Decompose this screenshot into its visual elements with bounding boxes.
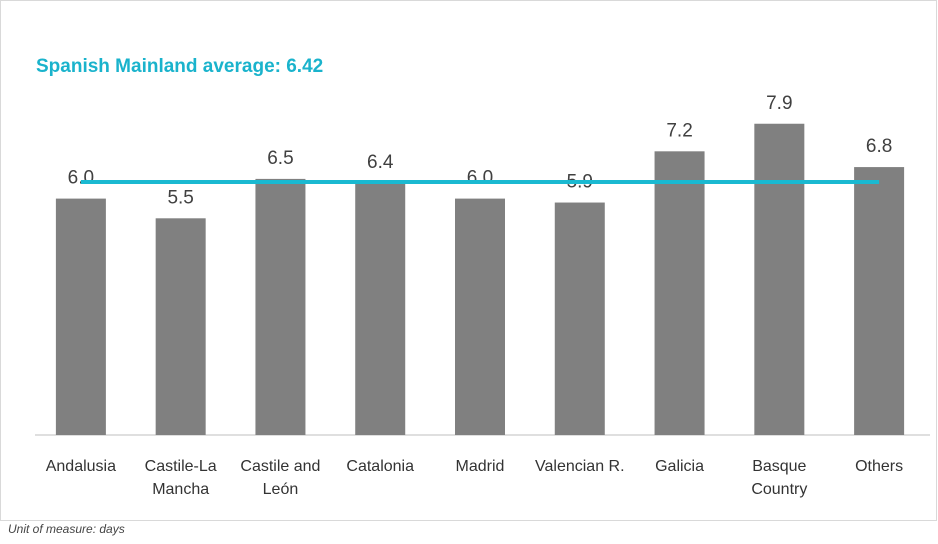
bar	[155, 218, 206, 435]
average-label: Spanish Mainland average: 6.42	[36, 56, 323, 77]
x-tick-label: Castile-La Mancha	[144, 458, 217, 498]
x-tick-label: Catalonia	[346, 458, 415, 475]
bar	[554, 202, 605, 435]
x-tick-label: Basque Country	[751, 458, 808, 498]
value-label: 6.4	[367, 152, 394, 173]
bar	[854, 167, 905, 435]
bar	[455, 198, 505, 435]
value-label: 5.5	[167, 187, 193, 208]
bar	[255, 178, 306, 435]
bar	[654, 151, 705, 435]
x-tick-label: Galicia	[655, 458, 704, 475]
value-label: 6.0	[467, 168, 493, 189]
x-tick-label: Andalusia	[45, 458, 117, 475]
bar	[754, 123, 805, 436]
bar	[355, 182, 406, 435]
x-tick-label: Castile and León	[240, 458, 321, 498]
footnote: Unit of measure: days	[8, 522, 125, 536]
value-label: 7.9	[766, 93, 792, 114]
value-label: 6.0	[68, 168, 94, 189]
value-label: 6.5	[267, 148, 293, 169]
bar	[55, 198, 106, 435]
x-tick-label: Valencian R.	[535, 458, 625, 475]
value-label: 7.2	[666, 120, 692, 141]
value-label: 6.8	[866, 136, 892, 157]
x-tick-label: Madrid	[455, 458, 505, 475]
x-tick-label: Others	[855, 458, 904, 475]
